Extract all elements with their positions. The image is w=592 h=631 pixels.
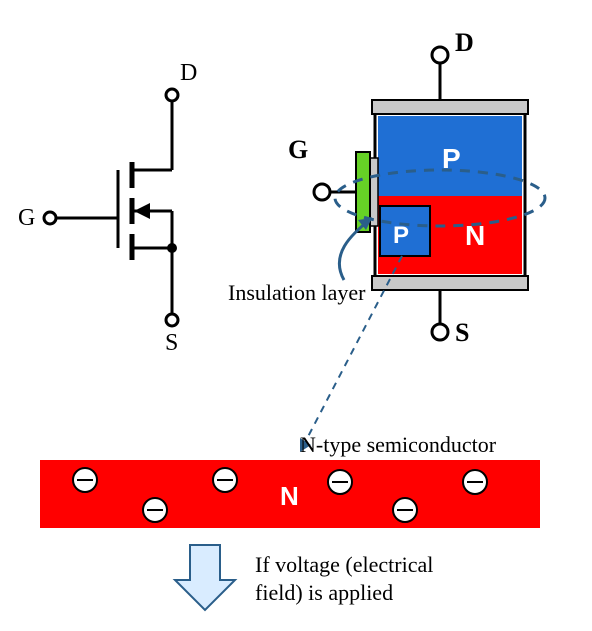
n-type-semiconductor-label: N-type semiconductor [300,432,496,458]
n-bar-letter: N [280,481,299,511]
symbol-terminal-d: D [180,60,197,87]
drain-contact-cap [372,100,528,114]
structure-terminal-s: S [455,318,469,348]
symbol-terminal-s: S [165,330,178,357]
structure-terminal-d: D [455,28,474,58]
gate-terminal-circle [314,184,330,200]
down-arrow-icon [175,545,235,610]
structure-terminal-g: G [288,135,308,165]
source-terminal-circle [432,324,448,340]
drain-terminal-circle [432,47,448,63]
applied-voltage-text-line1: If voltage (electrical [255,552,433,578]
electron [328,470,352,494]
electron [73,468,97,492]
mosfet-symbol [44,89,178,326]
applied-voltage-text-line2: field) is applied [255,580,393,606]
electron [213,468,237,492]
insulation-layer-label: Insulation layer [228,280,365,306]
electron [393,498,417,522]
source-contact-cap [372,276,528,290]
electron [463,470,487,494]
symbol-terminal-g: G [18,205,35,232]
diagram-svg: P P N N [0,0,592,631]
n-type-bar: N [40,460,540,528]
electron [143,498,167,522]
